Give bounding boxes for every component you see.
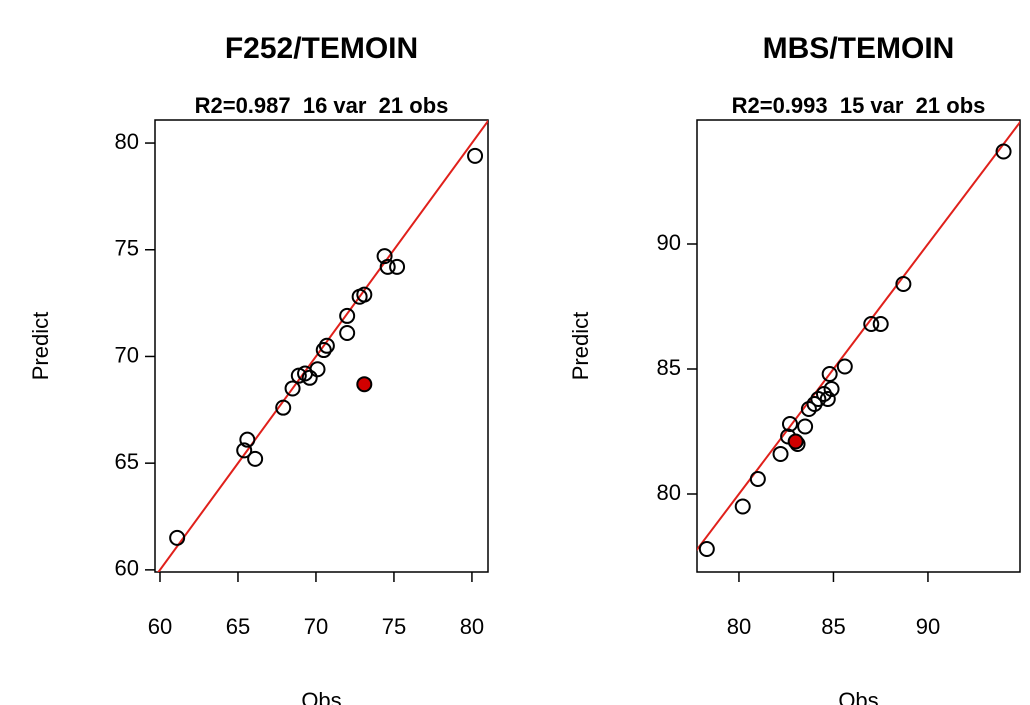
y-tick-label: 85 (657, 355, 681, 380)
point (339, 307, 356, 324)
x-tick-label: 65 (226, 614, 250, 639)
x-tick-label: 60 (148, 614, 172, 639)
point (275, 399, 292, 416)
point (819, 391, 836, 407)
point (821, 366, 838, 382)
point (315, 342, 332, 359)
chart-subtitle: R2=0.987 16 var 21 obs (195, 93, 449, 118)
chart-subtitle: R2=0.993 15 var 21 obs (732, 93, 986, 118)
identity-line (157, 120, 488, 572)
chart-title: MBS/TEMOIN (763, 32, 955, 65)
point (863, 316, 880, 332)
plot-frame (154, 119, 489, 573)
point (787, 433, 804, 450)
x-tick-label: 80 (460, 614, 484, 639)
x-tick-label: 75 (382, 614, 406, 639)
point (836, 358, 853, 375)
point (800, 401, 817, 417)
point (797, 418, 814, 435)
point (995, 143, 1012, 160)
y-tick-label: 80 (115, 129, 139, 154)
point (749, 471, 766, 487)
point (389, 258, 406, 275)
identity-line (697, 120, 1020, 552)
point (895, 276, 912, 292)
point (698, 541, 715, 557)
point (247, 450, 264, 467)
y-tick-label: 80 (657, 480, 681, 505)
y-axis-label: Predict (28, 312, 53, 380)
point (872, 316, 889, 332)
x-tick-label: 90 (916, 614, 940, 639)
x-tick-label: 70 (304, 614, 328, 639)
y-tick-label: 90 (657, 230, 681, 255)
point (356, 286, 373, 303)
point (772, 446, 789, 462)
point (376, 248, 393, 265)
point (781, 416, 798, 432)
point (734, 498, 751, 515)
y-tick-label: 65 (115, 449, 139, 474)
point (356, 376, 373, 393)
point (379, 258, 396, 275)
point (169, 529, 186, 546)
point (236, 442, 253, 459)
point (823, 381, 840, 397)
x-tick-label: 80 (727, 614, 751, 639)
y-tick-label: 75 (115, 236, 139, 261)
point (810, 391, 827, 407)
plot-frame (696, 119, 1021, 573)
y-axis-label: Predict (568, 312, 593, 380)
x-tick-label: 85 (821, 614, 845, 639)
point (467, 147, 484, 164)
point (339, 324, 356, 341)
y-tick-label: 60 (115, 556, 139, 581)
chart-title: F252/TEMOIN (225, 32, 418, 65)
point (239, 431, 256, 448)
point (318, 337, 335, 354)
point (309, 361, 326, 378)
point (284, 380, 301, 397)
y-tick-label: 70 (115, 342, 139, 367)
x-axis-label: Obs (838, 688, 878, 705)
x-axis-label: Obs (301, 688, 341, 705)
